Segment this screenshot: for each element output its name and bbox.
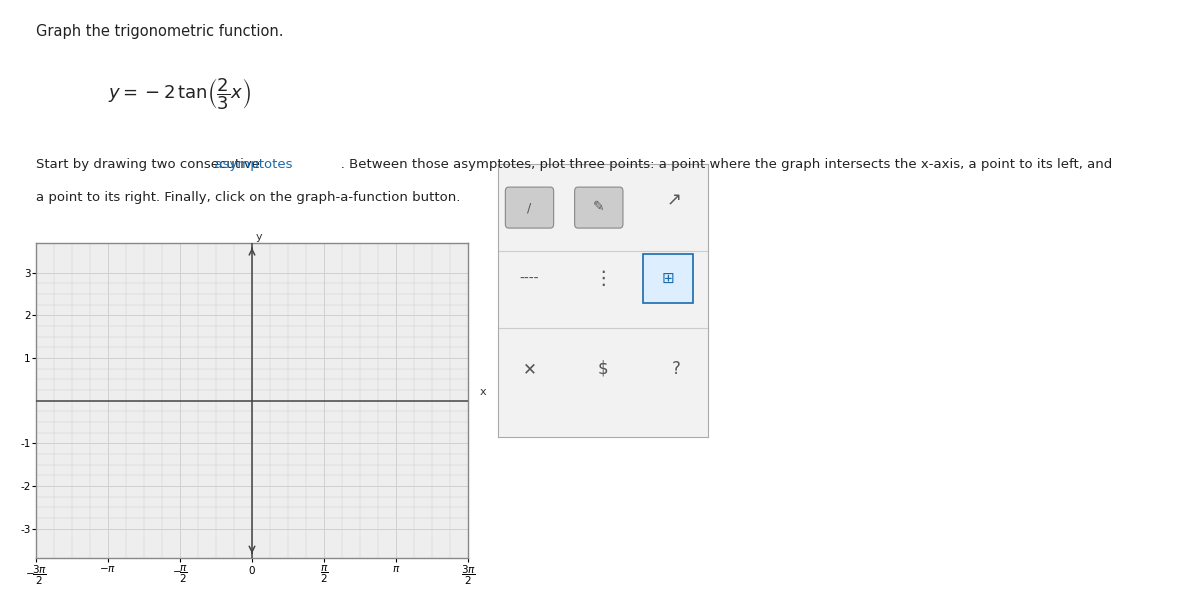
Text: ?: ?	[672, 360, 680, 378]
Text: $: $	[598, 360, 608, 378]
Text: ⋮: ⋮	[593, 269, 613, 288]
Text: ✎: ✎	[593, 200, 605, 215]
Text: a point to its right. Finally, click on the graph-a-function button.: a point to its right. Finally, click on …	[36, 191, 461, 204]
Text: ✕: ✕	[522, 360, 536, 378]
FancyBboxPatch shape	[505, 187, 553, 228]
FancyBboxPatch shape	[643, 254, 694, 304]
Text: ⊞: ⊞	[661, 271, 674, 286]
FancyBboxPatch shape	[575, 187, 623, 228]
Text: x: x	[480, 387, 486, 397]
Text: asymptotes: asymptotes	[36, 158, 293, 171]
Text: y: y	[256, 232, 263, 242]
Text: ↙: ↙	[662, 188, 678, 206]
Text: /: /	[527, 201, 532, 214]
Text: $y = -2\,\tan\!\left(\dfrac{2}{3}x\right)$: $y = -2\,\tan\!\left(\dfrac{2}{3}x\right…	[108, 76, 251, 112]
Text: Start by drawing two consecutive                   . Between those asymptotes, p: Start by drawing two consecutive . Betwe…	[36, 158, 1112, 171]
Text: ----: ----	[520, 271, 539, 286]
Text: Graph the trigonometric function.: Graph the trigonometric function.	[36, 24, 283, 39]
